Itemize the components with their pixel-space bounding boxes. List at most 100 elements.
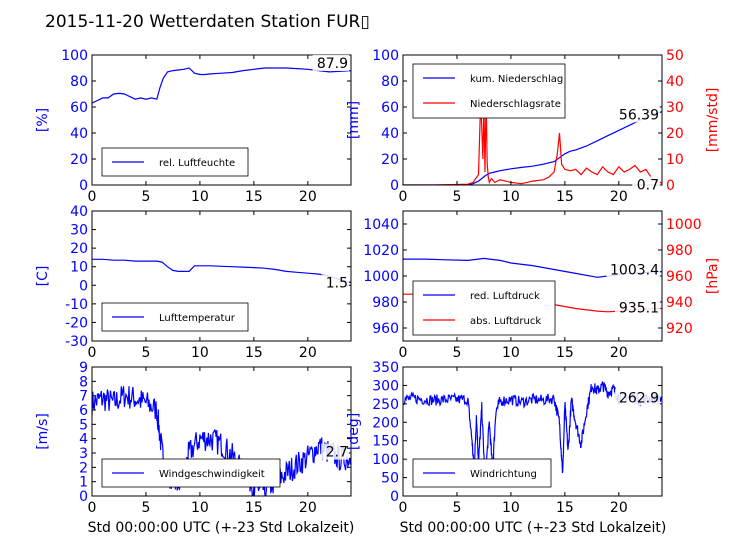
y-tick-label-right: 40 — [666, 74, 684, 90]
legend-label: Windrichtung — [470, 469, 537, 480]
xlabel-right: Std 00:00:00 UTC (+-23 Std Lokalzeit) — [400, 520, 667, 536]
y-tick-label-right: 20 — [666, 126, 684, 142]
series-line-precipitation-0 — [403, 111, 662, 185]
y-tick-label: 0 — [79, 178, 88, 194]
y-tick-label: 20 — [70, 152, 88, 168]
x-tick-label: 10 — [502, 500, 520, 516]
legend-label: red. Luftdruck — [470, 291, 540, 302]
x-tick-label: 20 — [610, 345, 628, 361]
legend-label: kum. Niederschlag — [470, 74, 563, 85]
x-tick-label: 0 — [399, 345, 408, 361]
panel-pressure: 0 5 10 15 20 960 980 1000 1020 1040 920 940 960 980 10… — [363, 210, 721, 361]
current-value-label-right: 935.1 — [619, 301, 659, 317]
panel-temperature: 0 5 10 15 20 -30 -20 -10 0 10 20 30 40 [C] Lufttempera… — [35, 204, 352, 361]
y-axis-label: [m/s] — [35, 413, 51, 450]
series-line-winddirection-0 — [403, 381, 662, 481]
legend-label: Lufttemperatur — [159, 313, 236, 324]
x-tick-label: 20 — [299, 500, 317, 516]
figure-title: 2015-11-20 Wetterdaten Station FUR▯ — [45, 12, 370, 32]
y-tick-label: 40 — [381, 126, 399, 142]
current-value-label: 262.9 — [619, 390, 659, 406]
axes-frame — [91, 54, 352, 186]
y-tick-label: 9 — [79, 360, 88, 376]
y-tick-label: -20 — [65, 315, 88, 331]
x-tick-label: 15 — [245, 500, 263, 516]
y-tick-label: 6 — [79, 403, 88, 419]
y-tick-label: 5 — [79, 417, 88, 433]
y-axis-label-right: [hPa] — [705, 258, 721, 294]
current-value-label: 87.9 — [317, 56, 348, 72]
y-tick-label: 1040 — [363, 217, 399, 233]
legend: kum. Niederschlag Niederschlagsrate — [412, 63, 566, 119]
legend: Windgeschwindigkeit — [101, 458, 281, 488]
x-tick-label: 10 — [191, 345, 209, 361]
legend: rel. Luftfeuchte — [101, 147, 249, 177]
x-tick-label: 20 — [299, 345, 317, 361]
y-tick-label: 1000 — [363, 269, 399, 285]
y-tick-label: 100 — [61, 48, 88, 64]
y-tick-label: 100 — [372, 452, 399, 468]
x-tick-label: 10 — [502, 189, 520, 205]
y-tick-label: 80 — [70, 74, 88, 90]
y-tick-label-right: 30 — [666, 100, 684, 116]
y-tick-label: 350 — [372, 360, 399, 376]
y-tick-label: 0 — [390, 489, 399, 505]
axes-frame — [402, 366, 663, 497]
legend: Windrichtung — [412, 458, 552, 488]
y-tick-label: 60 — [381, 100, 399, 116]
x-tick-label: 0 — [88, 345, 97, 361]
y-tick-label: 20 — [381, 152, 399, 168]
y-tick-label: 300 — [372, 378, 399, 394]
x-tick-label: 5 — [141, 500, 150, 516]
axes-frame — [91, 210, 352, 342]
axes-frame — [91, 366, 352, 497]
series-line-temperature-0 — [92, 258, 351, 284]
y-tick-label-right: 920 — [666, 321, 693, 337]
y-tick-label: 200 — [372, 415, 399, 431]
x-tick-label: 10 — [191, 500, 209, 516]
y-tick-label: 20 — [70, 241, 88, 257]
y-tick-label: 980 — [372, 295, 399, 311]
x-tick-label: 5 — [141, 345, 150, 361]
x-tick-label: 20 — [299, 189, 317, 205]
y-tick-label-right: 10 — [666, 152, 684, 168]
x-tick-label: 0 — [399, 189, 408, 205]
x-tick-label: 0 — [88, 500, 97, 516]
y-tick-label: 50 — [381, 471, 399, 487]
y-tick-label-right: 50 — [666, 48, 684, 64]
xlabel-left: Std 00:00:00 UTC (+-23 Std Lokalzeit) — [88, 520, 355, 536]
y-tick-label: 0 — [79, 278, 88, 294]
series-line-windspeed-0 — [92, 386, 351, 496]
y-tick-label: 1020 — [363, 243, 399, 259]
y-axis-label-right: [mm/std] — [705, 88, 721, 153]
x-tick-label: 10 — [502, 345, 520, 361]
current-value-label: 2.7 — [326, 445, 348, 461]
current-value-label-right: 0.7 — [637, 177, 659, 193]
panel-winddirection: 0 5 10 15 20050100150200250300350[deg]Windri… — [346, 360, 663, 516]
y-tick-label: 2 — [79, 460, 88, 476]
y-tick-label: 30 — [70, 223, 88, 239]
legend-label: Windgeschwindigkeit — [159, 469, 265, 480]
y-tick-label: 7 — [79, 389, 88, 405]
x-tick-label: 15 — [245, 189, 263, 205]
legend-label: abs. Luftdruck — [470, 316, 541, 327]
y-tick-label: 3 — [79, 446, 88, 462]
current-value-label: 56.39 — [619, 107, 659, 123]
y-tick-label: 80 — [381, 74, 399, 90]
y-tick-label: 100 — [372, 48, 399, 64]
x-tick-label: 15 — [556, 189, 574, 205]
y-tick-label: 8 — [79, 374, 88, 390]
x-tick-label: 15 — [245, 345, 263, 361]
y-tick-label: 1 — [79, 475, 88, 491]
y-tick-label-right: 960 — [666, 269, 693, 285]
y-tick-label-right: 1000 — [666, 217, 702, 233]
current-value-label: 1.5 — [326, 276, 348, 292]
y-axis-label: [deg] — [346, 413, 362, 450]
y-axis-label: [C] — [35, 266, 51, 287]
y-tick-label-right: 0 — [666, 178, 675, 194]
legend: red. Luftdruck abs. Luftdruck — [412, 280, 556, 336]
x-tick-label: 5 — [141, 189, 150, 205]
x-tick-label: 5 — [452, 345, 461, 361]
